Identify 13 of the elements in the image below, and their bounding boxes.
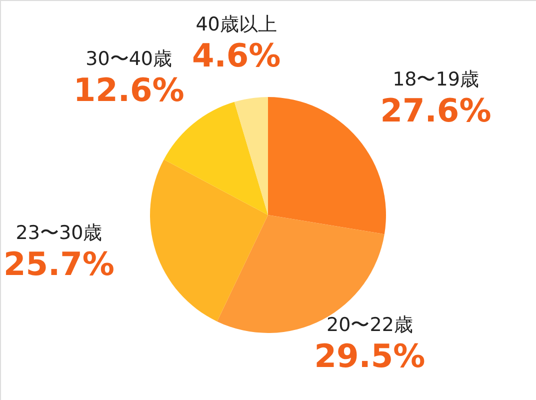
- data-label: 29.5%: [314, 336, 426, 375]
- slice-label: 40歳以上: [196, 14, 277, 36]
- slice-label: 20〜22歳: [326, 314, 413, 336]
- data-label: 12.6%: [73, 71, 184, 110]
- slice-label: 30〜40歳: [86, 48, 172, 70]
- data-label: 25.7%: [3, 244, 114, 283]
- slice-label: 23〜30歳: [16, 222, 102, 244]
- slice-label: 18〜19歳: [392, 68, 479, 90]
- pie-slice: [234, 97, 268, 215]
- data-label: 27.6%: [380, 91, 492, 130]
- data-label: 4.6%: [192, 36, 281, 75]
- pie-slice: [164, 102, 268, 215]
- pie-slice: [150, 159, 268, 322]
